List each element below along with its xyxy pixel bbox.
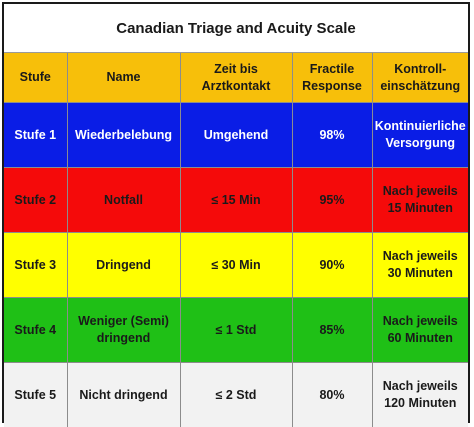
column-header-kontrolle: Kontroll- einschätzung [371,53,468,103]
cell-name: Nicht dringend [66,362,181,427]
cell-kontrolle: Kontinuierliche Versorgung [371,102,468,168]
cell-stufe: Stufe 1 [4,102,68,168]
cell-zeit: ≤ 2 Std [179,362,293,427]
cell-name: Dringend [66,232,181,298]
cell-stufe: Stufe 4 [4,297,68,363]
cell-stufe: Stufe 5 [4,362,68,427]
header-row: Stufe Name Zeit bis Arztkontakt Fractile… [4,53,468,103]
cell-name: Notfall [66,167,181,233]
cell-zeit: Umgehend [179,102,293,168]
cell-stufe: Stufe 2 [4,167,68,233]
cell-zeit: ≤ 15 Min [179,167,293,233]
column-header-fractile: Fractile Response [291,53,373,103]
cell-fractile: 95% [291,167,373,233]
cell-kontrolle: Nach jeweils 60 Minuten [371,297,468,363]
column-header-zeit: Zeit bis Arztkontakt [179,53,293,103]
table-row: Stufe 1 Wiederbelebung Umgehend 98% Kont… [4,102,468,168]
cell-name: Weniger (Semi) dringend [66,297,181,363]
cell-zeit: ≤ 30 Min [179,232,293,298]
cell-kontrolle: Nach jeweils 30 Minuten [371,232,468,298]
cell-stufe: Stufe 3 [4,232,68,298]
cell-kontrolle: Nach jeweils 120 Minuten [371,362,468,427]
cell-kontrolle: Nach jeweils 15 Minuten [371,167,468,233]
triage-table: Stufe Name Zeit bis Arztkontakt Fractile… [4,53,468,427]
cell-fractile: 90% [291,232,373,298]
column-header-stufe: Stufe [4,53,68,103]
cell-zeit: ≤ 1 Std [179,297,293,363]
cell-name: Wiederbelebung [66,102,181,168]
table-title: Canadian Triage and Acuity Scale [4,4,468,53]
table-row: Stufe 4 Weniger (Semi) dringend ≤ 1 Std … [4,297,468,363]
table-row: Stufe 3 Dringend ≤ 30 Min 90% Nach jewei… [4,232,468,298]
table-row: Stufe 2 Notfall ≤ 15 Min 95% Nach jeweil… [4,167,468,233]
cell-fractile: 85% [291,297,373,363]
cell-fractile: 80% [291,362,373,427]
table-row: Stufe 5 Nicht dringend ≤ 2 Std 80% Nach … [4,362,468,427]
column-header-name: Name [66,53,181,103]
cell-fractile: 98% [291,102,373,168]
